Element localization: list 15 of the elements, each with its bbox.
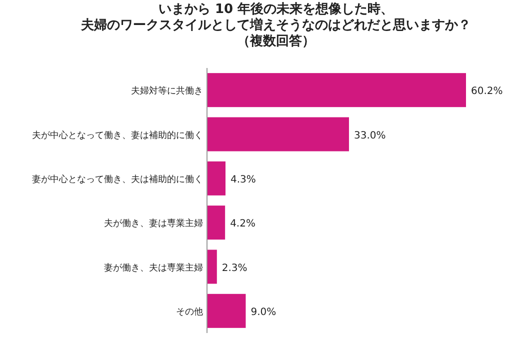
data-label: 2.3%	[222, 262, 248, 274]
y-tick-label: 妻が働き、夫は専業主婦	[104, 262, 203, 274]
y-tick-label: その他	[176, 306, 203, 318]
title: いまから 10 年後の未来を想像した時、	[158, 2, 394, 17]
data-label: 9.0%	[250, 306, 276, 318]
y-tick-label: 夫が中心となって働き、妻は補助的に働く	[32, 130, 203, 141]
data-label: 60.2%	[471, 86, 503, 98]
data-label: 4.3%	[230, 174, 256, 186]
y-tick-label: 夫が働き、妻は専業主婦	[104, 218, 203, 230]
data-label: 33.0%	[354, 130, 386, 142]
y-tick-label: 夫婦対等に共働き	[131, 86, 203, 97]
title: 夫婦のワークスタイルとして増えそうなのはどれだと思いますか？	[81, 18, 471, 33]
data-label: 4.2%	[230, 218, 256, 230]
y-tick-label: 妻が中心となって働き、夫は補助的に働く	[32, 174, 203, 185]
title: （複数回答）	[237, 34, 315, 49]
